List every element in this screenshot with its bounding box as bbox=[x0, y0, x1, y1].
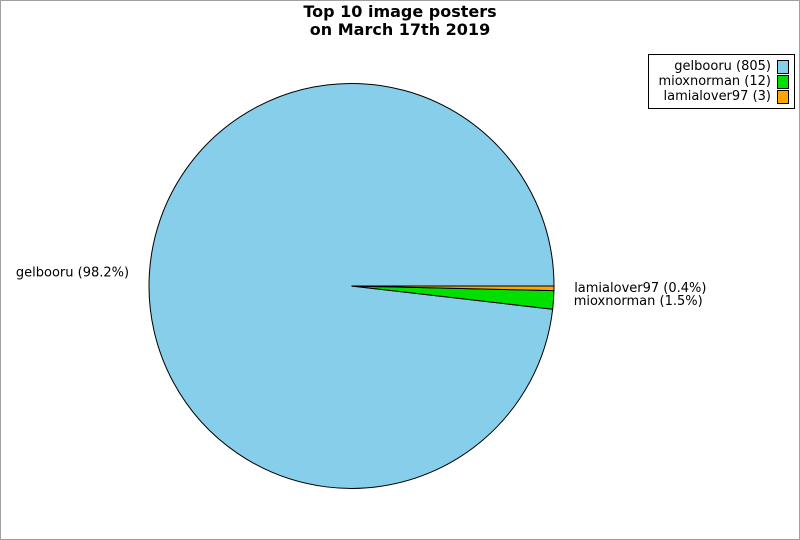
legend-item-gelbooru: gelbooru (805) bbox=[658, 59, 789, 74]
pie-slices bbox=[148, 82, 555, 489]
legend-swatch bbox=[777, 74, 789, 89]
legend-item-label: mioxnorman (12) bbox=[658, 74, 771, 89]
pie-slice-labels: gelbooru (98.2%) mioxnorman (1.5%)lamialo… bbox=[16, 266, 707, 309]
legend: gelbooru (805) mioxnorman (12) lamialover9… bbox=[648, 54, 795, 109]
chart-title-line1: Top 10 image posters bbox=[303, 2, 497, 21]
slice-label-mioxnorman: mioxnorman (1.5%) bbox=[574, 294, 703, 309]
chart-title-line2: on March 17th 2019 bbox=[309, 20, 491, 39]
slice-label-lamialover97: lamialover97 (0.4%) bbox=[574, 281, 706, 296]
legend-item-lamialover97: lamialover97 (3) bbox=[658, 89, 789, 104]
legend-swatch bbox=[777, 89, 789, 104]
slice-label-gelbooru: gelbooru (98.2%) bbox=[16, 266, 129, 281]
legend-item-label: gelbooru (805) bbox=[674, 59, 771, 74]
legend-item-label: lamialover97 (3) bbox=[663, 89, 771, 104]
legend-item-mioxnorman: mioxnorman (12) bbox=[658, 74, 789, 89]
chart-title: Top 10 image posters on March 17th 2019 bbox=[1, 3, 799, 39]
legend-swatch bbox=[777, 59, 789, 74]
pie-slice-lamialover97 bbox=[351, 285, 555, 292]
